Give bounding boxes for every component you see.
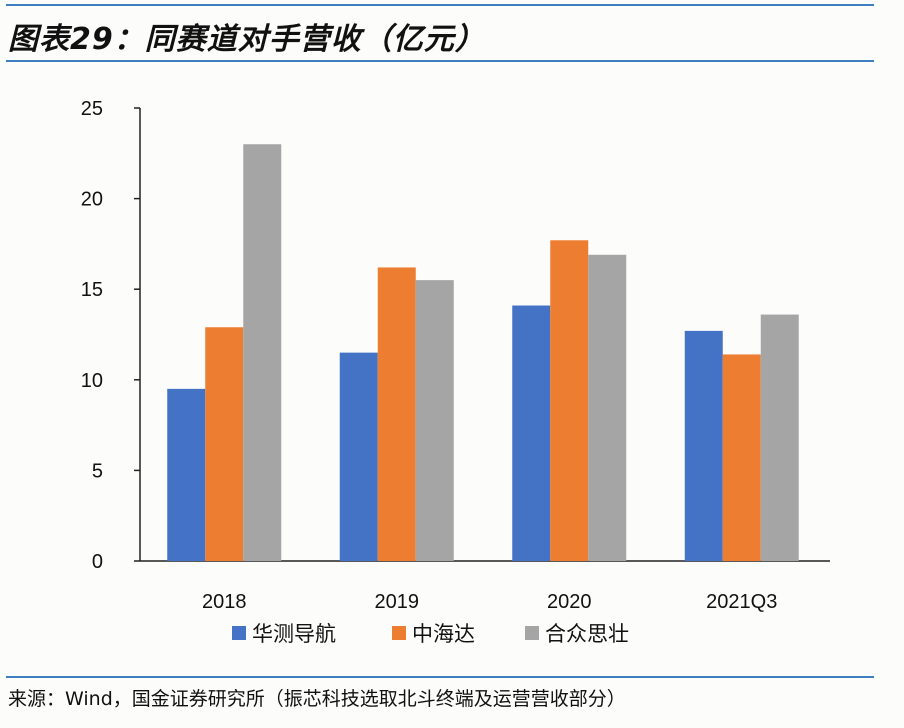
- bar-华测导航-2019: [339, 352, 378, 561]
- bar-中海达-2018: [205, 327, 244, 561]
- y-tick-label: 10: [81, 370, 103, 392]
- footer-rule: [6, 676, 874, 678]
- legend-label: 中海达: [412, 622, 475, 646]
- y-tick-label: 15: [81, 279, 103, 301]
- y-tick-label: 5: [92, 460, 103, 482]
- title-rule: [6, 60, 874, 62]
- bar-中海达-2019: [377, 267, 416, 561]
- bar-华测导航-2020: [512, 305, 551, 561]
- x-tick-label: 2020: [547, 591, 592, 613]
- bar-合众思壮-2020: [588, 254, 627, 561]
- legend-label: 华测导航: [252, 622, 336, 646]
- chart-title: 图表29：同赛道对手营收（亿元）: [8, 22, 486, 57]
- y-tick-label: 25: [81, 98, 103, 120]
- x-tick-label: 2018: [202, 591, 247, 613]
- source-note: 来源：Wind，国金证券研究所（振芯科技选取北斗终端及运营营收部分）: [8, 688, 626, 710]
- bar-合众思壮-2018: [243, 144, 282, 562]
- y-tick-label: 0: [92, 551, 103, 573]
- legend-swatch: [525, 626, 539, 640]
- legend-swatch: [392, 626, 406, 640]
- legend-swatch: [232, 626, 246, 640]
- x-tick-label: 2019: [375, 591, 420, 613]
- x-tick-label: 2021Q3: [706, 591, 777, 613]
- bar-华测导航-2018: [167, 388, 206, 561]
- bar-中海达-2021Q3: [722, 354, 761, 561]
- legend-label: 合众思壮: [545, 622, 629, 646]
- y-tick-label: 20: [81, 189, 103, 211]
- bar-合众思壮-2021Q3: [760, 314, 799, 561]
- bar-合众思壮-2019: [415, 280, 454, 561]
- bar-华测导航-2021Q3: [684, 330, 723, 561]
- top-rule: [6, 4, 874, 6]
- bar-中海达-2020: [550, 240, 589, 561]
